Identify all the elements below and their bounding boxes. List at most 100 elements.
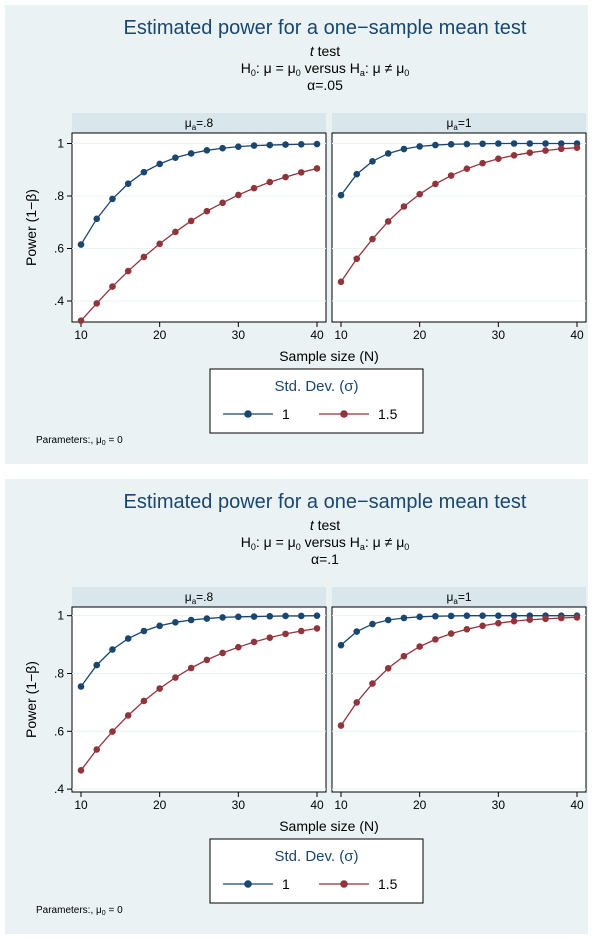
ha-label: H [350, 534, 360, 550]
note-prefix: Parameters:, μ [36, 905, 102, 916]
data-point [337, 191, 345, 199]
data-point [557, 140, 565, 147]
x-tick-label: 40 [310, 798, 324, 812]
x-tick-label: 10 [334, 328, 348, 342]
data-point [156, 240, 163, 248]
data-point [384, 150, 392, 157]
x-tick-label: 10 [74, 328, 88, 342]
data-point [282, 141, 289, 148]
data-point [526, 140, 534, 147]
data-point [203, 656, 211, 664]
subtitle-test-type: t test [310, 43, 340, 59]
subtitle-alpha: α=.05 [307, 77, 343, 93]
subtitle-hypotheses: H0: μ = μ0 versus Ha: μ ≠ μ0 [241, 60, 410, 78]
data-point [187, 217, 195, 225]
x-tick-label: 20 [153, 328, 167, 342]
ha-statement: : μ ≠ μ [365, 60, 404, 76]
y-tick-label: .8 [54, 189, 64, 203]
panel-label-value: =1 [458, 116, 472, 130]
data-point [93, 300, 101, 307]
data-point [337, 278, 345, 286]
data-point [124, 180, 132, 187]
x-tick-label: 20 [413, 328, 427, 342]
h0-label: H [241, 534, 251, 550]
data-point [266, 178, 274, 186]
data-point [203, 207, 211, 215]
panel-label: μa=1 [446, 116, 471, 132]
data-point [432, 180, 439, 188]
data-point [510, 140, 518, 147]
data-point [282, 173, 289, 181]
x-axis-label: Sample size (N) [279, 818, 379, 834]
panel-label: μa=1 [446, 590, 471, 606]
ha-subscript: a [360, 68, 365, 78]
panel-strip [332, 587, 586, 607]
panel-label-value: =1 [458, 590, 472, 604]
data-point [203, 147, 211, 154]
data-point [235, 143, 242, 150]
chart-title: Estimated power for a one−sample mean te… [124, 491, 527, 513]
data-point [400, 203, 408, 210]
data-point [140, 253, 148, 261]
h0-subscript: 0 [251, 542, 256, 552]
data-point [479, 612, 486, 619]
data-point [463, 140, 471, 148]
legend-marker [340, 410, 348, 418]
data-point [235, 191, 242, 199]
series-line [80, 167, 318, 322]
data-point [542, 615, 549, 623]
versus-text: versus [301, 60, 350, 76]
series-line [80, 615, 318, 687]
panel-label: μa=.8 [185, 590, 214, 606]
data-point [297, 612, 305, 620]
x-tick-label: 30 [492, 328, 506, 342]
data-point [172, 674, 179, 681]
data-point [250, 613, 258, 620]
data-point [353, 628, 361, 635]
legend-title: Std. Dev. (σ) [275, 848, 359, 865]
data-point [447, 172, 455, 179]
x-tick-label: 20 [153, 798, 167, 812]
data-point [463, 612, 471, 619]
x-tick-label: 40 [570, 798, 584, 812]
data-point [109, 195, 116, 203]
chart-title: Estimated power for a one−sample mean te… [124, 17, 527, 39]
power-chart-alpha-1: Estimated power for a one−sample mean te… [5, 479, 588, 934]
data-point [93, 215, 101, 223]
data-point [542, 140, 549, 147]
panel-label-mu: μ [446, 116, 453, 130]
x-tick-label: 30 [232, 798, 246, 812]
data-point [353, 255, 361, 263]
note-prefix: Parameters:, μ [36, 435, 102, 446]
ha-mu-subscript: 0 [404, 542, 409, 552]
ha-subscript: a [360, 542, 365, 552]
data-point [235, 643, 242, 651]
data-point [573, 144, 581, 151]
legend-title: Std. Dev. (σ) [275, 378, 359, 395]
note-subscript: 0 [102, 440, 106, 447]
data-point [369, 235, 376, 243]
data-point [337, 722, 345, 729]
panel-label-mu: μ [185, 116, 192, 130]
y-tick-label: 1 [57, 609, 64, 623]
h0-mu-subscript: 0 [296, 68, 301, 78]
data-point [479, 140, 486, 148]
series-line [340, 142, 577, 196]
legend-entry-label: 1.5 [378, 406, 398, 422]
legend-marker [340, 880, 348, 888]
subtitle-test-type: t test [310, 517, 340, 533]
legend-box [209, 368, 424, 434]
data-point [124, 635, 132, 642]
data-point [266, 141, 274, 149]
panel-label-mu: μ [185, 590, 192, 604]
data-point [495, 612, 502, 619]
data-point [77, 317, 85, 324]
data-point [140, 697, 148, 705]
data-point [203, 615, 211, 622]
h0-subscript: 0 [251, 68, 256, 78]
legend-entry-label: 1 [282, 876, 290, 892]
data-point [266, 612, 274, 620]
data-point [187, 616, 195, 624]
data-point [384, 664, 392, 672]
legend-marker [244, 410, 252, 418]
